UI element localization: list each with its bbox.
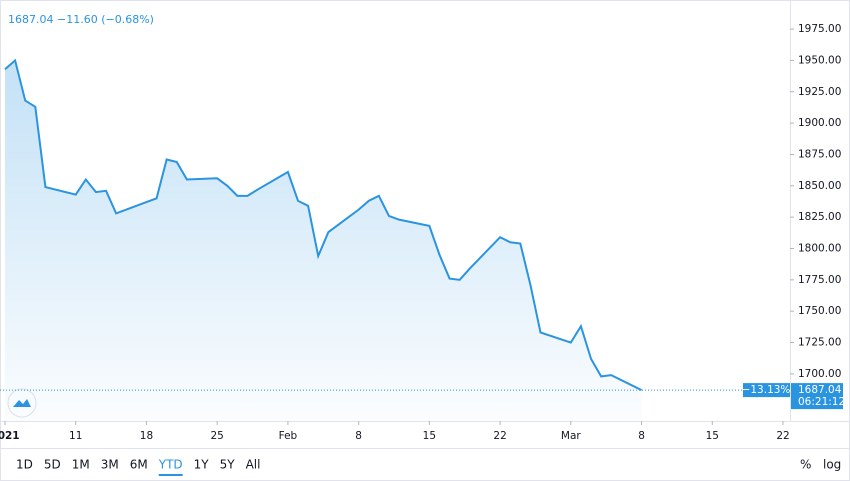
price-badge [791,383,843,410]
option-button[interactable]: % [800,458,811,472]
change-label: −13.13% [742,384,791,396]
range-button[interactable]: All [246,458,261,472]
y-tick-label: 1975.00 [798,23,841,35]
x-tick-label: Feb [279,430,298,442]
price-line [4,58,642,392]
range-button[interactable]: 1D [16,458,33,472]
x-tick-label: 8 [355,430,362,442]
y-tick-label: 1875.00 [798,148,841,160]
x-tick-label: 22 [776,430,789,442]
y-tick-label: 1800.00 [798,242,841,254]
y-tick-label: 1925.00 [798,86,841,98]
range-button[interactable]: 1M [72,458,90,472]
area-fill [5,60,642,422]
legend-text: 1687.04 −11.60 (−0.68%) [8,13,154,26]
x-tick-label: 25 [210,430,223,442]
x-tick-label: 18 [140,430,153,442]
x-tick-label: 15 [706,430,719,442]
range-button[interactable]: 5D [44,458,61,472]
range-button[interactable]: 3M [101,458,119,472]
x-tick-label: 11 [69,430,82,442]
y-tick-label: 1900.00 [798,117,841,129]
y-tick-label: 1775.00 [798,274,841,286]
y-tick-label: 1750.00 [798,305,841,317]
range-button[interactable]: 6M [130,458,148,472]
change-badge [743,383,790,398]
option-button[interactable]: log [823,458,841,472]
range-button[interactable]: YTD [158,458,183,472]
last-price-label: 1687.04 [798,384,842,396]
x-tick-label: 2021 [0,430,20,442]
range-button[interactable]: 1Y [194,458,210,472]
countdown: 06:21:12 [798,396,845,408]
x-tick-label: Mar [561,430,581,442]
y-tick-label: 1700.00 [798,368,841,380]
y-tick-label: 1825.00 [798,211,841,223]
y-tick-label: 1725.00 [798,337,841,349]
x-tick-label: 15 [423,430,436,442]
range-button[interactable]: 5Y [220,458,236,472]
y-tick-label: 1950.00 [798,54,841,66]
x-tick-label: 8 [638,430,645,442]
y-tick-label: 1850.00 [798,180,841,192]
x-tick-label: 22 [493,430,506,442]
